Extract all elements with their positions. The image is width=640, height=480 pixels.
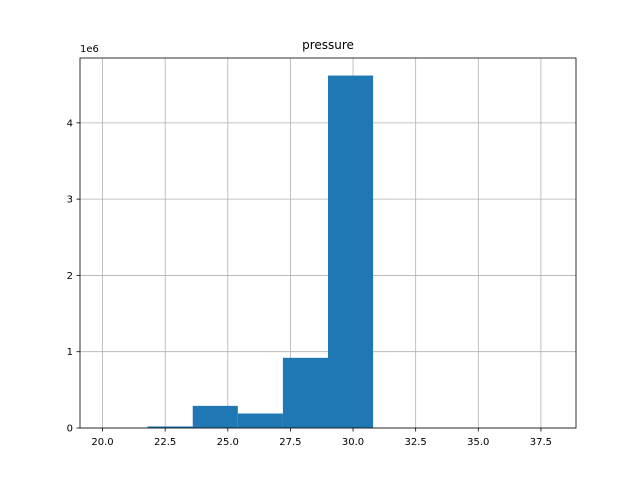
chart-title: pressure — [302, 38, 354, 52]
histogram-bar — [192, 405, 238, 428]
histogram-bar — [237, 413, 283, 428]
x-tick-label: 37.5 — [530, 437, 552, 448]
x-tick-label: 35.0 — [467, 437, 489, 448]
histogram-bar — [328, 75, 374, 429]
y-tick-label: 3 — [67, 195, 73, 206]
axes-frame — [79, 57, 577, 429]
y-tick-label: 0 — [67, 424, 73, 435]
y-tick-label: 4 — [67, 118, 73, 129]
bars — [147, 75, 374, 429]
y-tick-label: 1 — [67, 347, 73, 358]
x-tick-label: 25.0 — [217, 437, 239, 448]
y-offset-label: 1e6 — [80, 44, 99, 55]
x-tick-label: 22.5 — [154, 437, 176, 448]
histogram-bar — [282, 357, 328, 428]
y-axis: 0 1 2 3 4 — [67, 118, 80, 435]
y-tick-label: 2 — [67, 271, 73, 282]
x-axis: 20.0 22.5 25.0 27.5 30.0 32.5 35.0 37.5 — [91, 428, 552, 448]
x-tick-label: 30.0 — [342, 437, 364, 448]
x-tick-label: 27.5 — [279, 437, 301, 448]
x-tick-label: 32.5 — [405, 437, 427, 448]
histogram-bar — [147, 426, 193, 428]
x-tick-label: 20.0 — [91, 437, 113, 448]
